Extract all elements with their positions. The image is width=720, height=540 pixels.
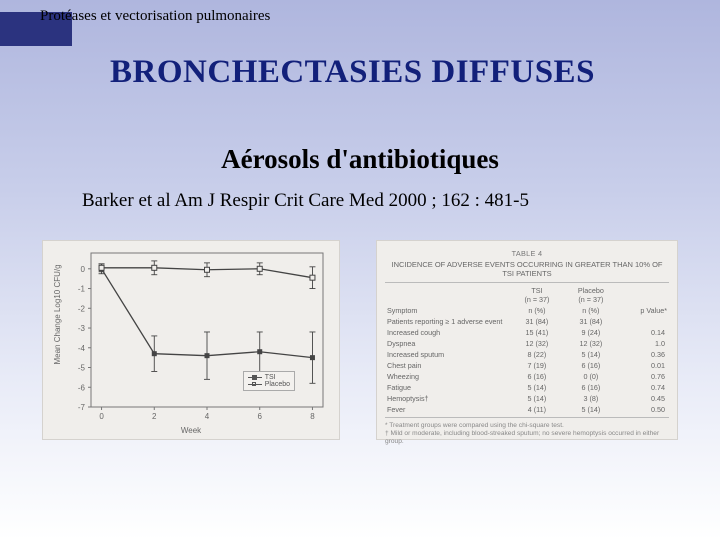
chart-legend: TSI Placebo (243, 371, 295, 391)
table-row: Patients reporting ≥ 1 adverse event31 (… (385, 316, 669, 327)
table-title: INCIDENCE OF ADVERSE EVENTS OCCURRING IN… (385, 260, 669, 278)
table-row: Fatigue5 (14)6 (16)0.74 (385, 382, 669, 393)
table-row: Hemoptysis†5 (14)3 (8)0.45 (385, 393, 669, 404)
col-symptom: Symptom (385, 305, 510, 316)
slide-main-title: BRONCHECTASIES DIFFUSES (110, 54, 595, 91)
slide-topic: Protéases et vectorisation pulmonaires (40, 8, 270, 25)
table-row: Chest pain7 (19)6 (16)0.01 (385, 360, 669, 371)
table-footnotes: * Treatment groups were compared using t… (385, 422, 669, 446)
svg-text:6: 6 (258, 412, 263, 421)
svg-text:-4: -4 (78, 344, 86, 353)
table-row: Fever4 (11)5 (14)0.50 (385, 404, 669, 415)
slide-subtitle: Aérosols d'antibiotiques (0, 144, 720, 175)
colgroup-tsi: TSI (n = 37) (510, 285, 564, 305)
svg-text:-1: -1 (78, 285, 86, 294)
svg-text:-5: -5 (78, 364, 86, 373)
col-n-pct-2: n (%) (564, 305, 618, 316)
table-rule-bottom (385, 417, 669, 418)
line-chart-panel: 0 -1 -2 -3 -4 -5 -6 -7 0 2 4 6 8 Mean Change Log10 C… (42, 240, 340, 440)
footnote-2: † Mild or moderate, including blood-stre… (385, 430, 669, 446)
col-pvalue: p Value* (618, 305, 669, 316)
svg-text:2: 2 (152, 412, 157, 421)
line-chart-svg: 0 -1 -2 -3 -4 -5 -6 -7 0 2 4 6 8 (43, 241, 341, 441)
svg-text:0: 0 (81, 265, 86, 274)
figures-row: 0 -1 -2 -3 -4 -5 -6 -7 0 2 4 6 8 Mean Change Log10 C… (42, 240, 678, 440)
footnote-1: * Treatment groups were compared using t… (385, 422, 669, 430)
svg-text:0: 0 (99, 412, 104, 421)
col-n-pct-1: n (%) (510, 305, 564, 316)
slide-citation: Barker et al Am J Respir Crit Care Med 2… (82, 190, 529, 212)
chart-y-axis-label: Mean Change Log10 CFU/g (53, 264, 62, 364)
table-row: Increased sputum8 (22)5 (14)0.36 (385, 349, 669, 360)
adverse-events-table-panel: TABLE 4 INCIDENCE OF ADVERSE EVENTS OCCU… (376, 240, 678, 440)
legend-label-placebo: Placebo (265, 381, 290, 388)
svg-text:-2: -2 (78, 304, 86, 313)
svg-text:-3: -3 (78, 324, 86, 333)
legend-item-tsi: TSI (248, 374, 290, 381)
legend-item-placebo: Placebo (248, 381, 290, 388)
legend-label-tsi: TSI (265, 374, 276, 381)
svg-text:-6: -6 (78, 383, 86, 392)
table-row: Increased cough15 (41)9 (24)0.14 (385, 327, 669, 338)
svg-text:-7: -7 (78, 403, 86, 412)
svg-text:4: 4 (205, 412, 210, 421)
adverse-events-table: TSI (n = 37) Placebo (n = 37) Symptom n … (385, 285, 669, 415)
colgroup-placebo: Placebo (n = 37) (564, 285, 618, 305)
table-row: Wheezing6 (16)0 (0)0.76 (385, 371, 669, 382)
table-rule-top (385, 282, 669, 283)
svg-text:8: 8 (310, 412, 315, 421)
table-row: Dyspnea12 (32)12 (32)1.0 (385, 338, 669, 349)
chart-x-axis-label: Week (181, 426, 201, 435)
table-caption: TABLE 4 (385, 249, 669, 258)
